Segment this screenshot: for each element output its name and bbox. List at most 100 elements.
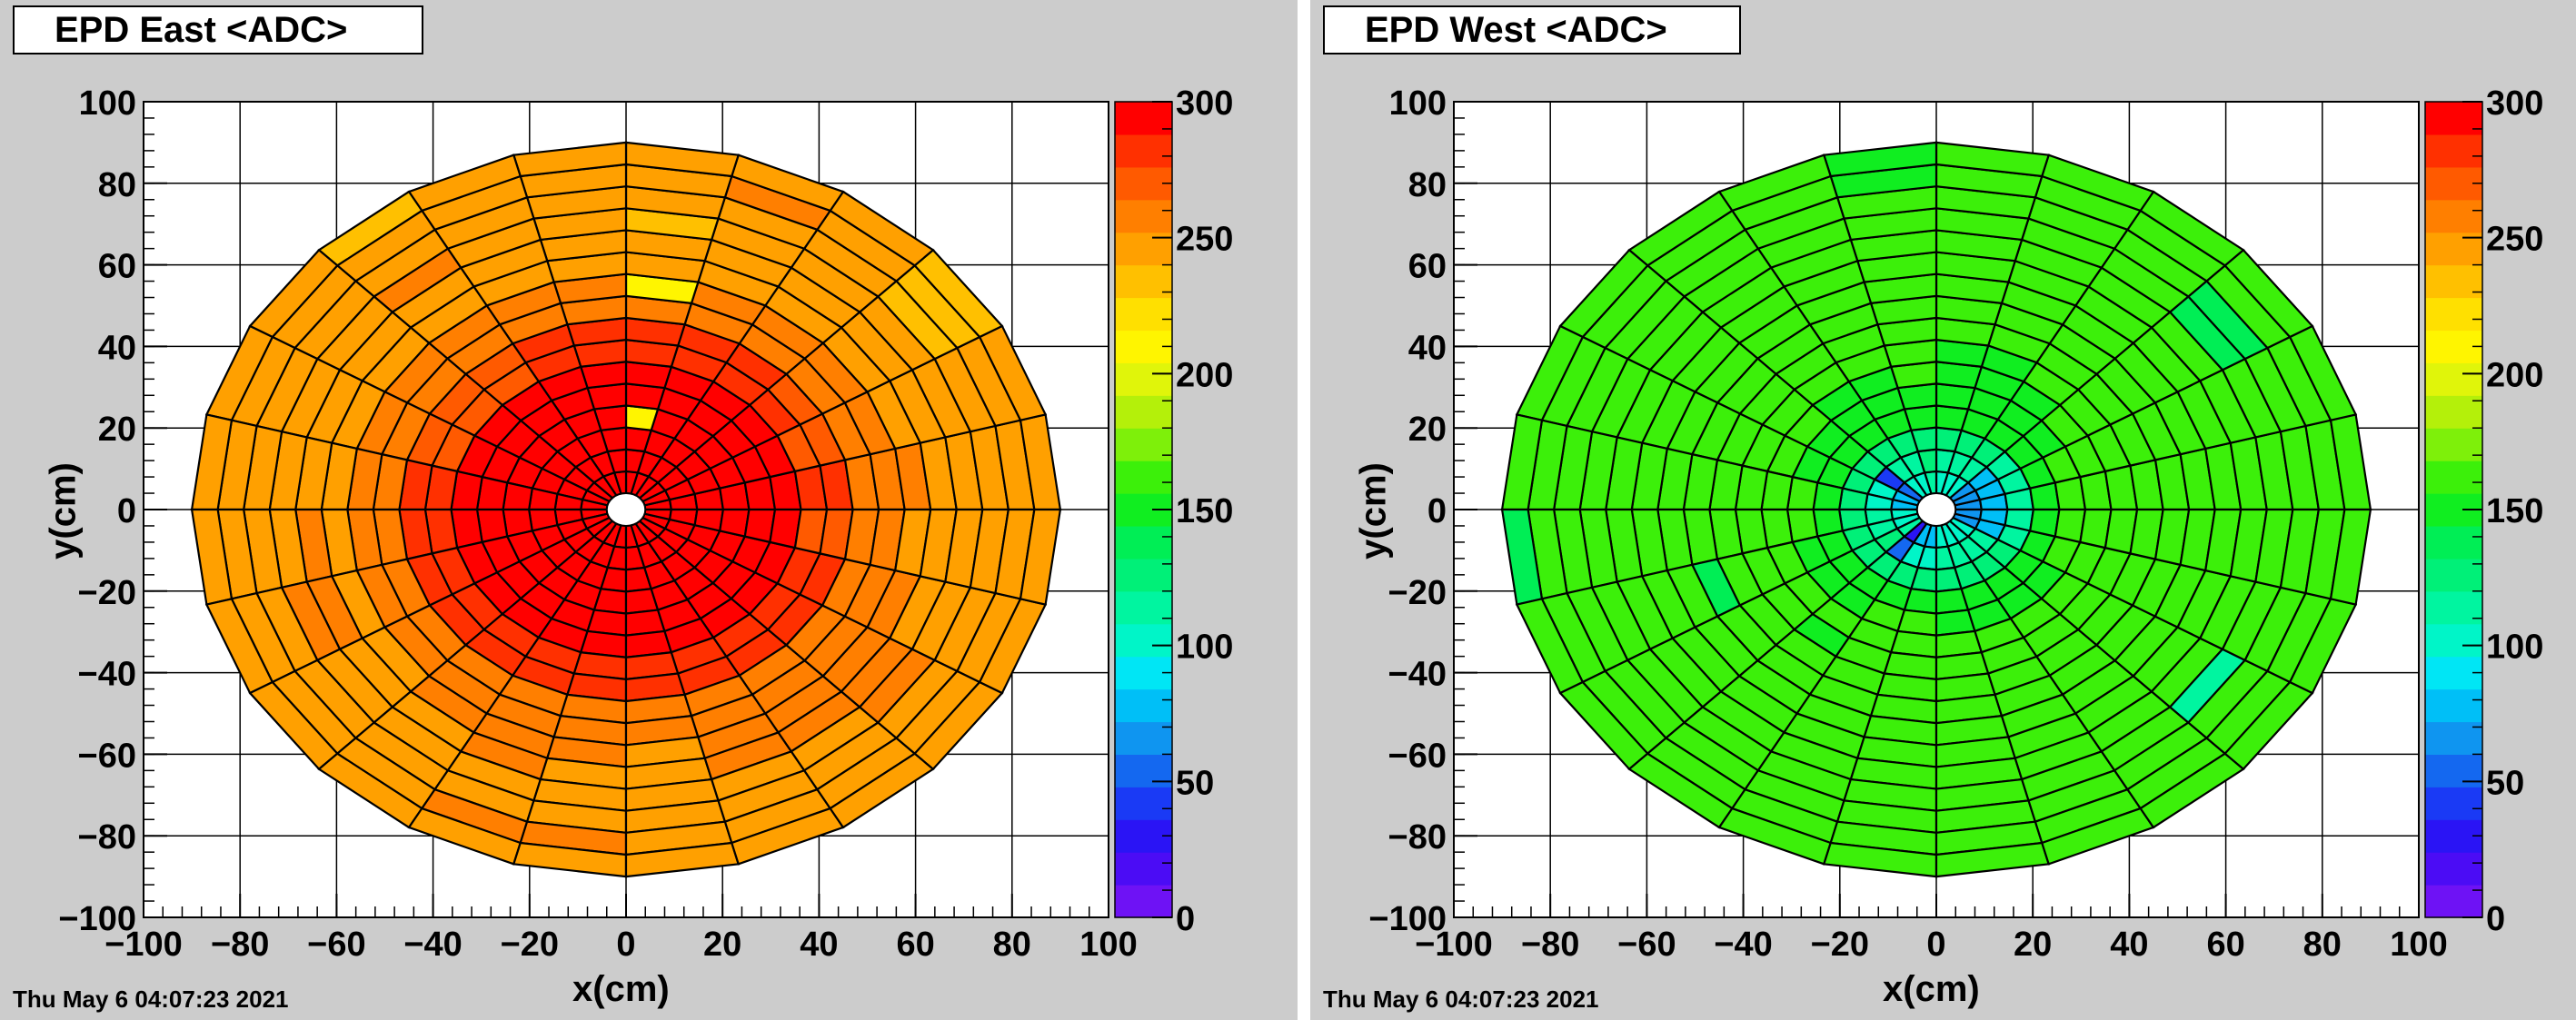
y-tick-label: 20 [1408, 411, 1447, 449]
detector-cells [190, 141, 1062, 878]
panel-epd-west: EPD West <ADC> −100 −80 −60 −40 −20 0 20 40 60 80… [1310, 0, 2576, 1020]
colorbar-tick-label: 150 [1176, 492, 1233, 530]
y-axis-label: y(cm) [1353, 462, 1394, 560]
y-axis-label: y(cm) [43, 462, 84, 560]
y-tick-label: 0 [1427, 492, 1447, 530]
colorbar-segment [2425, 134, 2482, 168]
colorbar-segment [2425, 688, 2482, 723]
x-tick-label: −100 [1415, 926, 1493, 964]
x-tick-label: −20 [501, 926, 559, 964]
y-tick-label: −100 [1368, 900, 1447, 938]
x-tick-label: 100 [2390, 926, 2447, 964]
beam-hole [1915, 492, 1957, 527]
timestamp: Thu May 6 04:07:23 2021 [1323, 985, 1599, 1013]
y-tick-label: −40 [78, 656, 136, 694]
y-tick-label: 40 [98, 329, 136, 367]
colorbar-segment [1115, 134, 1172, 168]
y-tick-label: −60 [78, 737, 136, 775]
colorbar: 0 50 100 150 200 250 300 [2424, 84, 2543, 938]
colorbar-segment [2425, 460, 2482, 494]
x-tick-label: −80 [211, 926, 269, 964]
y-tick-label: 60 [1408, 248, 1447, 286]
colorbar-segment [1115, 525, 1172, 560]
colorbar-tick-label: 100 [1176, 629, 1233, 667]
axes: −100 −80 −60 −40 −20 0 20 40 60 80 100 −100 −80 −60 −4… [1368, 84, 2447, 964]
y-tick-label: 80 [98, 166, 136, 204]
y-tick-label: 40 [1408, 329, 1447, 367]
x-tick-label: 0 [1926, 926, 1945, 964]
panel-epd-east: EPD East <ADC> −100 −80 −60 −40 −20 0 20 40 60 80… [13, 5, 1234, 1013]
y-tick-label: −20 [1388, 574, 1447, 612]
colorbar-segment [2425, 199, 2482, 233]
axes: −100 −80 −60 −40 −20 0 20 40 60 80 100 −100 −80 −60 −4… [58, 84, 1137, 964]
x-axis-label: x(cm) [572, 969, 670, 1009]
colorbar-tick-label: 200 [1176, 356, 1233, 394]
chart-title: EPD East <ADC> [13, 5, 423, 54]
x-tick-label: −20 [1811, 926, 1869, 964]
x-tick-label: 40 [2110, 926, 2148, 964]
x-tick-label: −40 [403, 926, 462, 964]
chart-title: EPD West <ADC> [1323, 5, 1741, 54]
y-tick-label: 100 [79, 84, 136, 123]
x-tick-label: −60 [307, 926, 365, 964]
colorbar-tick-label: 0 [1176, 900, 1195, 938]
colorbar-segment [2425, 590, 2482, 625]
y-tick-label: 80 [1408, 166, 1447, 204]
panel-divider [1298, 0, 1310, 1020]
colorbar-segment [1115, 264, 1172, 299]
colorbar-segment [2425, 623, 2482, 658]
y-tick-label: −40 [1388, 656, 1447, 694]
colorbar-segment [1115, 428, 1172, 461]
colorbar-tick-label: 250 [1176, 221, 1233, 259]
colorbar-segment [1115, 852, 1172, 886]
colorbar: 0 50 100 150 200 250 300 [1114, 84, 1233, 938]
colorbar-tick-label: 0 [2486, 900, 2505, 938]
x-axis-label: x(cm) [1883, 969, 1980, 1009]
x-tick-label: 20 [703, 926, 741, 964]
y-tick-label: 60 [98, 248, 136, 286]
colorbar-tick-label: 50 [1176, 764, 1214, 802]
colorbar-segment [2425, 264, 2482, 299]
x-tick-label: 0 [616, 926, 635, 964]
colorbar-segment [1115, 297, 1172, 332]
y-tick-label: 20 [98, 411, 136, 449]
colorbar-segment [2425, 362, 2482, 396]
y-tick-label: −80 [1388, 818, 1447, 857]
colorbar-segment [2425, 787, 2482, 820]
y-tick-label: 100 [1389, 84, 1447, 123]
colorbar-segment [1115, 199, 1172, 233]
colorbar-tick-label: 300 [1176, 84, 1233, 123]
colorbar-tick-label: 50 [2486, 764, 2524, 802]
x-tick-label: 80 [2303, 926, 2342, 964]
beam-hole [605, 492, 647, 527]
colorbar-tick-label: 300 [2486, 84, 2543, 123]
colorbar-tick-label: 200 [2486, 356, 2543, 394]
colorbar-segment [1115, 623, 1172, 658]
colorbar-segment [1115, 688, 1172, 723]
timestamp: Thu May 6 04:07:23 2021 [13, 985, 289, 1013]
colorbar-segment [1115, 590, 1172, 625]
epd-east-heatmap: −100 −80 −60 −40 −20 0 20 40 60 80 100 −100 −80 −60 −4… [58, 84, 1233, 964]
colorbar-segment [1115, 787, 1172, 820]
colorbar-segment [2425, 525, 2482, 560]
x-tick-label: −40 [1714, 926, 1772, 964]
detector-cells [1500, 141, 2372, 878]
colorbar-tick-label: 100 [2486, 629, 2543, 667]
y-tick-label: −100 [58, 900, 136, 938]
x-tick-label: −100 [104, 926, 183, 964]
y-tick-label: 0 [117, 492, 136, 530]
x-tick-label: −80 [1521, 926, 1579, 964]
colorbar-segment [2425, 428, 2482, 461]
colorbar-tick-label: 250 [2486, 221, 2543, 259]
x-tick-label: −60 [1617, 926, 1676, 964]
detector-cell [2329, 508, 2372, 606]
y-tick-label: −60 [1388, 737, 1447, 775]
colorbar-segment [1115, 754, 1172, 787]
colorbar-tick-label: 150 [2486, 492, 2543, 530]
colorbar-segment [1115, 102, 1172, 135]
colorbar-segment [2425, 754, 2482, 787]
x-tick-label: 40 [800, 926, 838, 964]
colorbar-segment [2425, 852, 2482, 886]
colorbar-segment [2425, 297, 2482, 332]
y-tick-label: −80 [78, 818, 136, 857]
